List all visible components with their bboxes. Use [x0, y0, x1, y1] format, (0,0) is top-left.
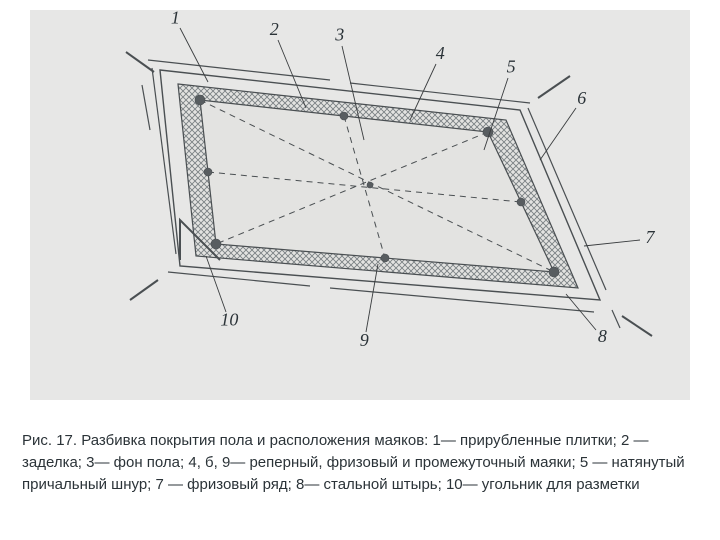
beacon: [340, 112, 348, 120]
callout-number: 10: [220, 310, 238, 330]
callout-number: 7: [645, 227, 655, 247]
beacon: [367, 182, 373, 188]
callout-number: 5: [507, 57, 516, 77]
callout-number: 1: [171, 10, 180, 27]
beacon: [381, 254, 389, 262]
callout-number: 8: [598, 326, 607, 346]
beacon: [517, 198, 525, 206]
diagram-svg: 1 2 3 4 5 6 7 8 9 10: [30, 10, 690, 410]
callout-number: 4: [436, 43, 445, 63]
beacon: [204, 168, 212, 176]
beacon: [211, 239, 221, 249]
page: 1 2 3 4 5 6 7 8 9 10 Рис. 17. Разбивка покрытия п…: [0, 0, 720, 540]
beacon: [549, 267, 559, 277]
callout-number: 9: [360, 330, 369, 350]
callout-number: 3: [334, 24, 344, 44]
figure: 1 2 3 4 5 6 7 8 9 10: [30, 10, 690, 410]
beacon: [195, 95, 205, 105]
figure-caption: Рис. 17. Разбивка покрытия пола и распол…: [22, 430, 698, 495]
callout-number: 2: [270, 19, 279, 39]
callout-number: 6: [577, 88, 586, 108]
